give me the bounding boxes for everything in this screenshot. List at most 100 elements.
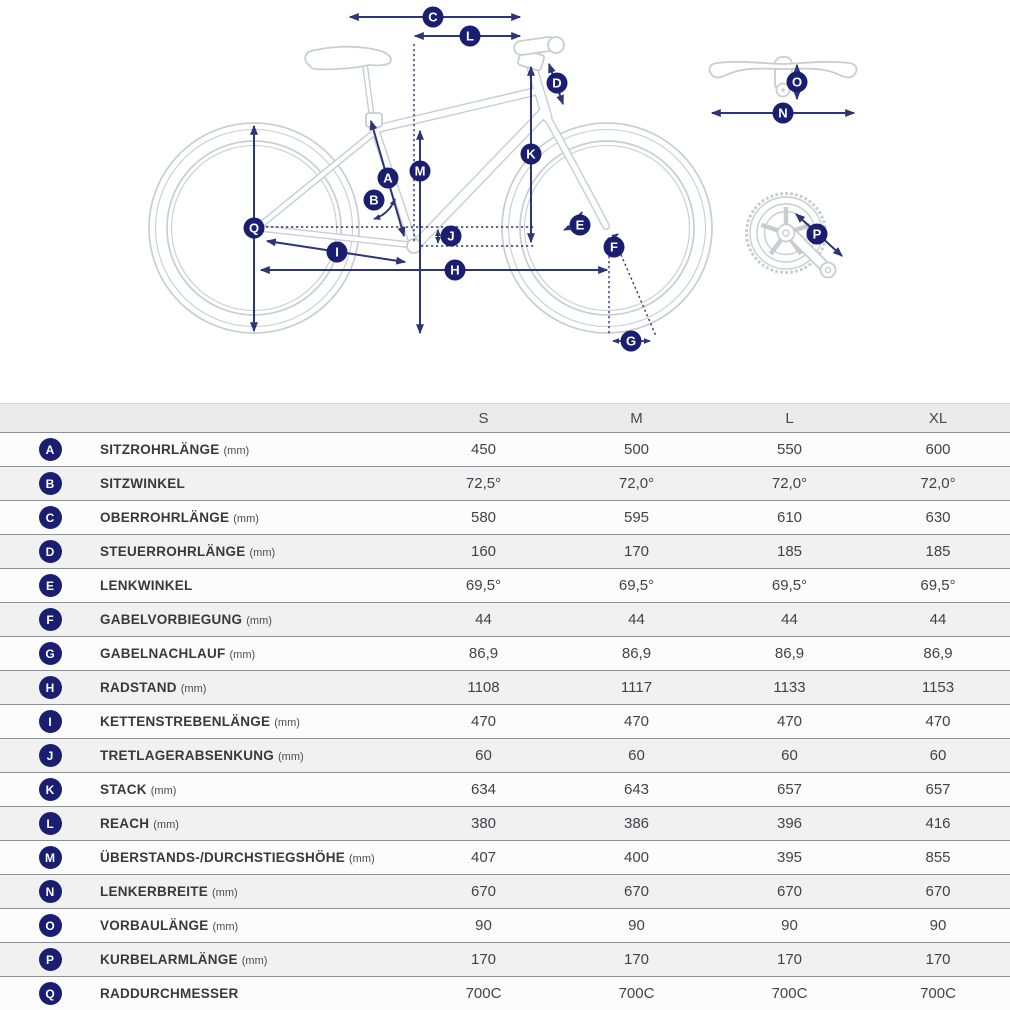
saddle [304,45,392,71]
svg-text:J: J [447,229,454,244]
letter-badge: F [38,608,62,631]
row-label: SITZWINKEL [100,475,185,491]
measure-b-arc [373,198,396,220]
row-label-cell: RADSTAND (mm) [100,670,407,705]
table-row: J TRETLAGERABSENKUNG (mm) 60 60 60 60 [0,738,1010,773]
table-row: I KETTENSTREBENLÄNGE (mm) 470 470 470 470 [0,704,1010,739]
row-letter-cell: B [0,466,100,501]
svg-text:H: H [450,263,459,278]
geometry-diagram-svg: A B C D E F G H I J K L M N O P Q [148,6,858,352]
row-value-m: 670 [560,874,713,909]
letter-badge: N [38,880,62,903]
row-value-m: 90 [560,908,713,943]
diagram-badge-g: G [620,330,642,352]
handlebar-top-view [708,56,858,98]
row-label: VORBAULÄNGE [100,917,209,933]
diagram-badge-h: H [444,259,466,281]
svg-text:Q: Q [249,221,259,236]
letter-badge: G [38,642,62,665]
row-unit: (mm) [150,784,177,797]
stem-bolt [781,88,785,92]
row-label-cell: RADDURCHMESSER [100,976,407,1010]
row-unit: (mm) [153,818,179,831]
row-value-m: 170 [560,942,713,977]
row-letter-cell: O [0,908,100,943]
row-letter-cell: N [0,874,100,909]
svg-text:L: L [466,29,474,44]
svg-text:A: A [383,171,393,186]
row-label-cell: TRETLAGERABSENKUNG (mm) [100,738,407,773]
table-row: D STEUERROHRLÄNGE (mm) 160 170 185 185 [0,534,1010,569]
svg-text:E: E [576,218,585,233]
row-label-cell: KURBELARMLÄNGE (mm) [100,942,407,977]
row-value-m: 1117 [560,670,713,705]
row-unit: (mm) [180,682,207,695]
row-letter-cell: H [0,670,100,705]
svg-text:G: G [626,334,636,349]
row-value-xl: 69,5° [866,568,1010,603]
letter-badge: I [38,710,62,733]
row-label: GABELNACHLAUF [100,645,226,661]
letter-badge: A [38,438,62,461]
diagram-badge-o: O [786,71,808,93]
row-value-xl: 855 [866,840,1010,875]
diagram-badge-a: A [377,167,399,189]
handlebar [708,61,858,79]
row-letter-cell: J [0,738,100,773]
letter-badge: H [38,676,62,699]
header-badge-cell [0,403,100,433]
diagram-badge-j: J [440,225,462,247]
row-value-l: 700C [713,976,866,1010]
row-value-xl: 170 [866,942,1010,977]
size-header-xl: XL [866,403,1010,433]
row-value-m: 643 [560,772,713,807]
row-letter-cell: L [0,806,100,841]
diagram-badge-f: F [603,236,625,258]
table-row: P KURBELARMLÄNGE (mm) 170 170 170 170 [0,942,1010,977]
row-value-m: 44 [560,602,713,637]
row-label-cell: KETTENSTREBENLÄNGE (mm) [100,704,407,739]
front-wheel [501,122,713,334]
svg-text:K: K [526,147,536,162]
table-row: C OBERROHRLÄNGE (mm) 580 595 610 630 [0,500,1010,535]
crank-axle [776,223,796,243]
svg-text:N: N [778,106,787,121]
letter-badge: K [38,778,62,801]
letter-badge: B [38,472,62,495]
svg-text:C: C [428,10,438,25]
row-unit: (mm) [212,886,238,899]
geometry-table: S M L XL A SITZROHRLÄNGE (mm) 450 500 550 600 B… [0,403,1010,1010]
row-value-xl: 670 [866,874,1010,909]
row-value-xl: 185 [866,534,1010,569]
row-unit: (mm) [229,648,256,661]
row-value-xl: 72,0° [866,466,1010,501]
row-value-l: 44 [713,602,866,637]
svg-text:D: D [552,76,561,91]
row-unit: (mm) [241,954,268,967]
row-unit: (mm) [349,852,375,865]
row-letter-cell: E [0,568,100,603]
size-header-m: M [560,403,713,433]
row-unit: (mm) [246,614,272,627]
diagram-badge-q: Q [243,217,265,239]
row-value-s: 670 [407,874,560,909]
row-value-l: 90 [713,908,866,943]
row-value-m: 470 [560,704,713,739]
svg-text:M: M [415,164,426,179]
row-unit: (mm) [274,716,300,729]
row-value-m: 60 [560,738,713,773]
row-value-l: 60 [713,738,866,773]
table-row: L REACH (mm) 380 386 396 416 [0,806,1010,841]
table-row: Q RADDURCHMESSER 700C 700C 700C 700C [0,976,1010,1010]
row-value-m: 170 [560,534,713,569]
row-value-l: 470 [713,704,866,739]
row-letter-cell: F [0,602,100,637]
row-label: SITZROHRLÄNGE [100,441,220,457]
row-value-xl: 657 [866,772,1010,807]
row-letter-cell: K [0,772,100,807]
row-value-s: 1108 [407,670,560,705]
row-value-m: 595 [560,500,713,535]
row-label-cell: LENKWINKEL [100,568,407,603]
row-letter-cell: C [0,500,100,535]
row-label-cell: VORBAULÄNGE (mm) [100,908,407,943]
